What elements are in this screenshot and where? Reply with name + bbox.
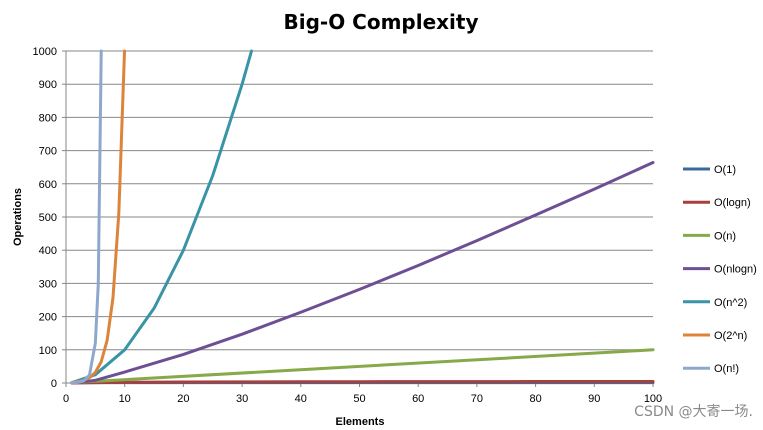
watermark: CSDN @大寄一场. [634,403,753,420]
legend-label: O(n!) [714,363,739,375]
x-tick-label: 90 [588,393,600,405]
x-axis-title: Elements [336,416,385,428]
y-tick-label: 800 [39,112,57,124]
series-lines [70,49,655,385]
legend-label: O(2^n) [714,330,747,342]
y-tick-label: 200 [39,312,57,324]
y-tick-label: 700 [39,146,57,158]
x-tick-label: 0 [63,393,69,405]
y-tick-label: 0 [51,378,57,390]
x-tick-label: 20 [177,393,189,405]
legend-label: O(n) [714,230,736,242]
y-tick-label: 1000 [33,46,57,58]
y-tick-label: 100 [39,345,57,357]
legend-label: O(logn) [714,197,751,209]
x-tick-label: 50 [353,393,365,405]
legend: O(1) O(logn) O(n) O(nlogn) O(n^2) O(2^n) O(n!) [683,164,757,375]
y-axis-title: Operations [12,188,24,246]
x-tick-label: 80 [529,393,541,405]
series-line-o-n [70,348,655,385]
legend-label: O(1) [714,164,736,176]
y-tick-label: 900 [39,79,57,91]
series-line-o-n-2 [70,49,253,385]
y-tick-label: 600 [39,179,57,191]
y-tick-label: 500 [39,212,57,224]
x-tick-label: 70 [471,393,483,405]
y-tick-label: 300 [39,278,57,290]
y-tick-label: 400 [39,245,57,257]
x-tick-label: 10 [119,393,131,405]
x-tick-label: 100 [644,393,662,405]
x-tick-label: 40 [295,393,307,405]
series-line-o-logn [70,379,655,385]
x-tick-label: 30 [236,393,248,405]
chart-title: Big-O Complexity [283,10,478,34]
y-axis-ticks: 0 100 200 300 400 500 600 700 800 900 1000 [33,46,66,390]
series-line-o-nlogn [70,161,655,385]
grid [66,50,653,351]
x-tick-label: 60 [412,393,424,405]
x-axis-ticks: 0 10 20 30 40 50 60 70 80 90 100 [63,383,662,405]
legend-label: O(nlogn) [714,264,757,276]
legend-label: O(n^2) [714,297,747,309]
series-line-o-n [70,49,103,385]
